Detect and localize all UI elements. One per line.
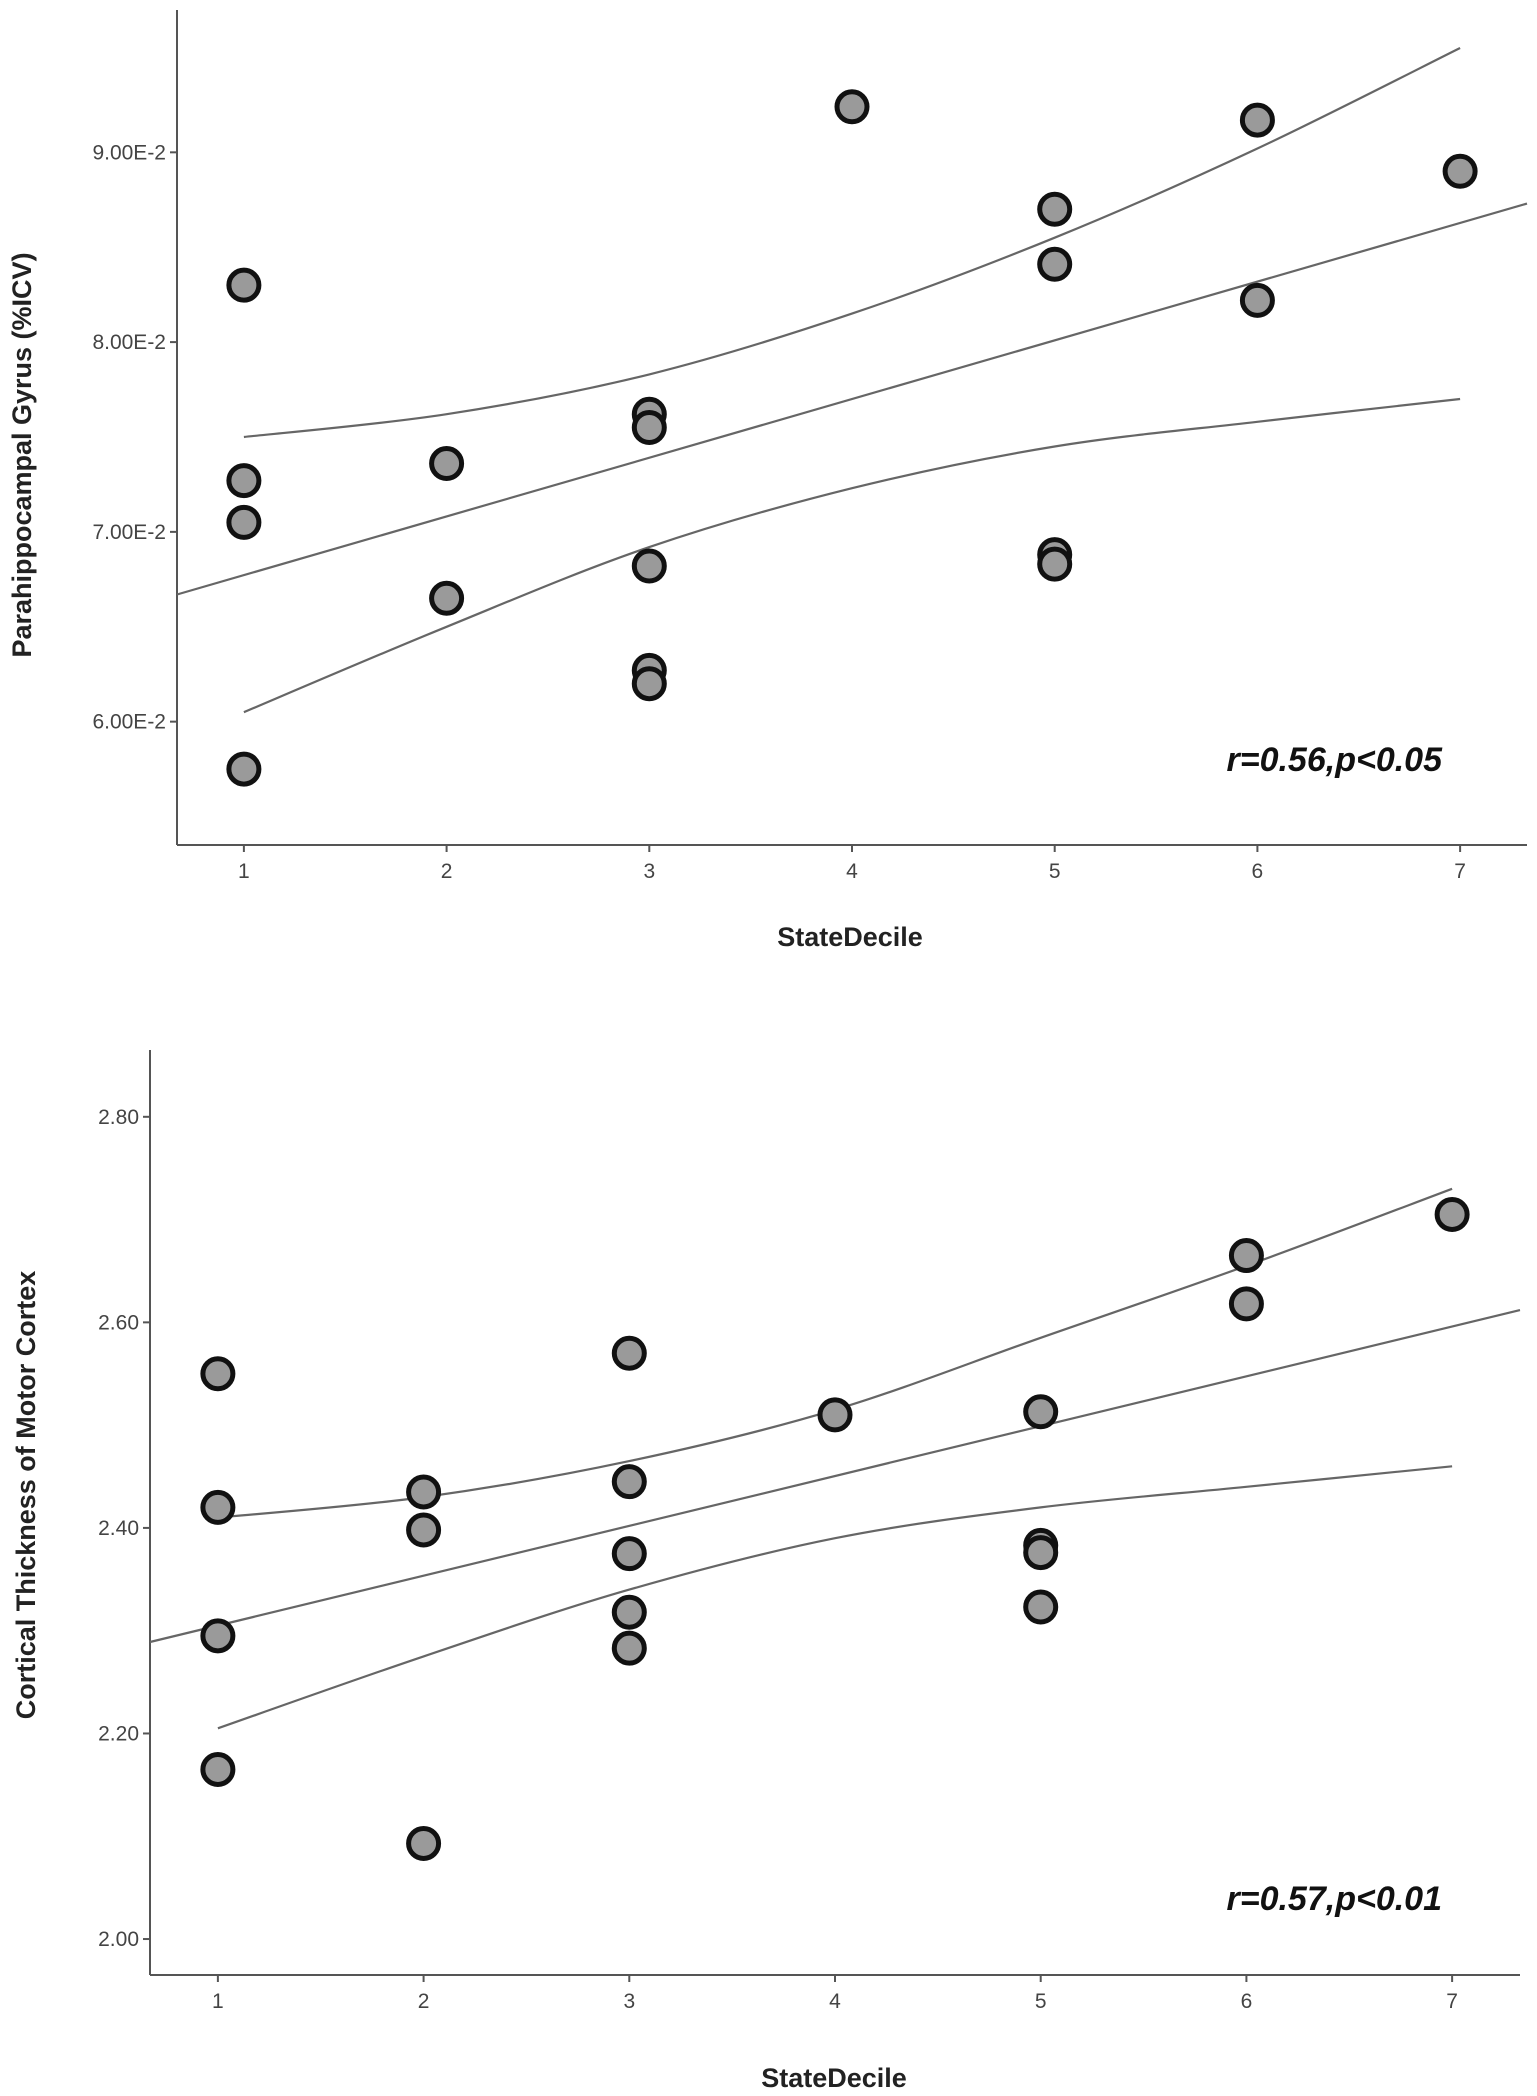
y-tick-label: 6.00E-2: [92, 711, 166, 734]
x-tick-label: 5: [1035, 1990, 1047, 2013]
data-point: [200, 1489, 236, 1525]
y-tick-label: 8.00E-2: [92, 331, 166, 354]
x-tick-label: 3: [623, 1990, 635, 2013]
y-tick-label: 2.60: [98, 1311, 139, 1334]
x-tick-label: 2: [418, 1990, 430, 2013]
correlation-annotation: r=0.56,p<0.05: [1226, 741, 1443, 779]
data-point: [834, 89, 870, 125]
data-point: [200, 1618, 236, 1654]
x-tick-label: 1: [212, 1990, 224, 2013]
x-tick-label: 5: [1049, 860, 1061, 883]
data-point: [1442, 153, 1478, 189]
data-point: [611, 1335, 647, 1371]
y-axis-title: Parahippocampal Gyrus (%ICV): [7, 252, 37, 657]
data-point: [1037, 546, 1073, 582]
data-point: [406, 1512, 442, 1548]
data-point: [817, 1397, 853, 1433]
chart-motor-cortex-thickness: Cortical Thickness of Motor Cortex State…: [11, 1050, 1521, 2093]
x-tick-label: 7: [1454, 860, 1466, 883]
x-tick-label: 7: [1446, 1990, 1458, 2013]
x-tick-label: 4: [846, 860, 858, 883]
regression-line: [176, 202, 1528, 596]
y-tick-label: 2.80: [98, 1106, 139, 1129]
data-point: [611, 1630, 647, 1666]
data-point: [1434, 1196, 1470, 1232]
data-point: [631, 410, 667, 445]
x-tick-label: 6: [1241, 1990, 1253, 2013]
y-tick-label: 9.00E-2: [92, 141, 166, 164]
x-tick-label: 3: [643, 860, 655, 883]
data-point: [406, 1825, 442, 1861]
data-point: [1037, 246, 1073, 282]
data-point: [611, 1464, 647, 1500]
x-axis-title: StateDecile: [761, 2063, 907, 2093]
chart-parahippocampal-gyrus: Parahippocampal Gyrus (%ICV) StateDecile…: [7, 10, 1528, 952]
regression-line: [149, 1308, 1521, 1644]
data-point: [226, 463, 262, 499]
data-point: [1228, 1238, 1264, 1274]
y-tick-label: 2.20: [98, 1722, 139, 1745]
data-point: [631, 548, 667, 584]
x-tick-label: 6: [1252, 860, 1264, 883]
x-axis-title: StateDecile: [777, 922, 923, 952]
x-tick-label: 2: [441, 860, 453, 883]
data-point: [226, 751, 262, 787]
data-point: [429, 580, 465, 616]
data-point: [1023, 1535, 1059, 1571]
data-point: [611, 1594, 647, 1630]
correlation-annotation: r=0.57,p<0.01: [1226, 1880, 1442, 1918]
confidence-band-lower: [243, 397, 1461, 714]
y-tick-label: 7.00E-2: [92, 521, 166, 544]
y-tick-label: 2.00: [98, 1928, 139, 1951]
data-point: [226, 504, 262, 540]
y-tick-label: 2.40: [98, 1517, 139, 1540]
confidence-band-upper: [243, 47, 1461, 439]
confidence-band-lower: [217, 1465, 1453, 1730]
data-point: [1239, 102, 1275, 138]
data-point: [1023, 1394, 1059, 1430]
y-axis-title: Cortical Thickness of Motor Cortex: [11, 1271, 41, 1720]
confidence-band-upper: [217, 1187, 1453, 1519]
data-point: [631, 666, 667, 702]
data-point: [1023, 1589, 1059, 1625]
x-tick-label: 1: [238, 860, 250, 883]
x-tick-label: 4: [829, 1990, 841, 2013]
data-point: [429, 446, 465, 482]
data-point: [200, 1356, 236, 1392]
data-point: [1037, 191, 1073, 227]
data-point: [1228, 1286, 1264, 1322]
data-point: [226, 267, 262, 303]
data-point: [1239, 282, 1275, 318]
data-point: [611, 1536, 647, 1572]
data-point: [200, 1751, 236, 1787]
data-point: [406, 1474, 442, 1510]
